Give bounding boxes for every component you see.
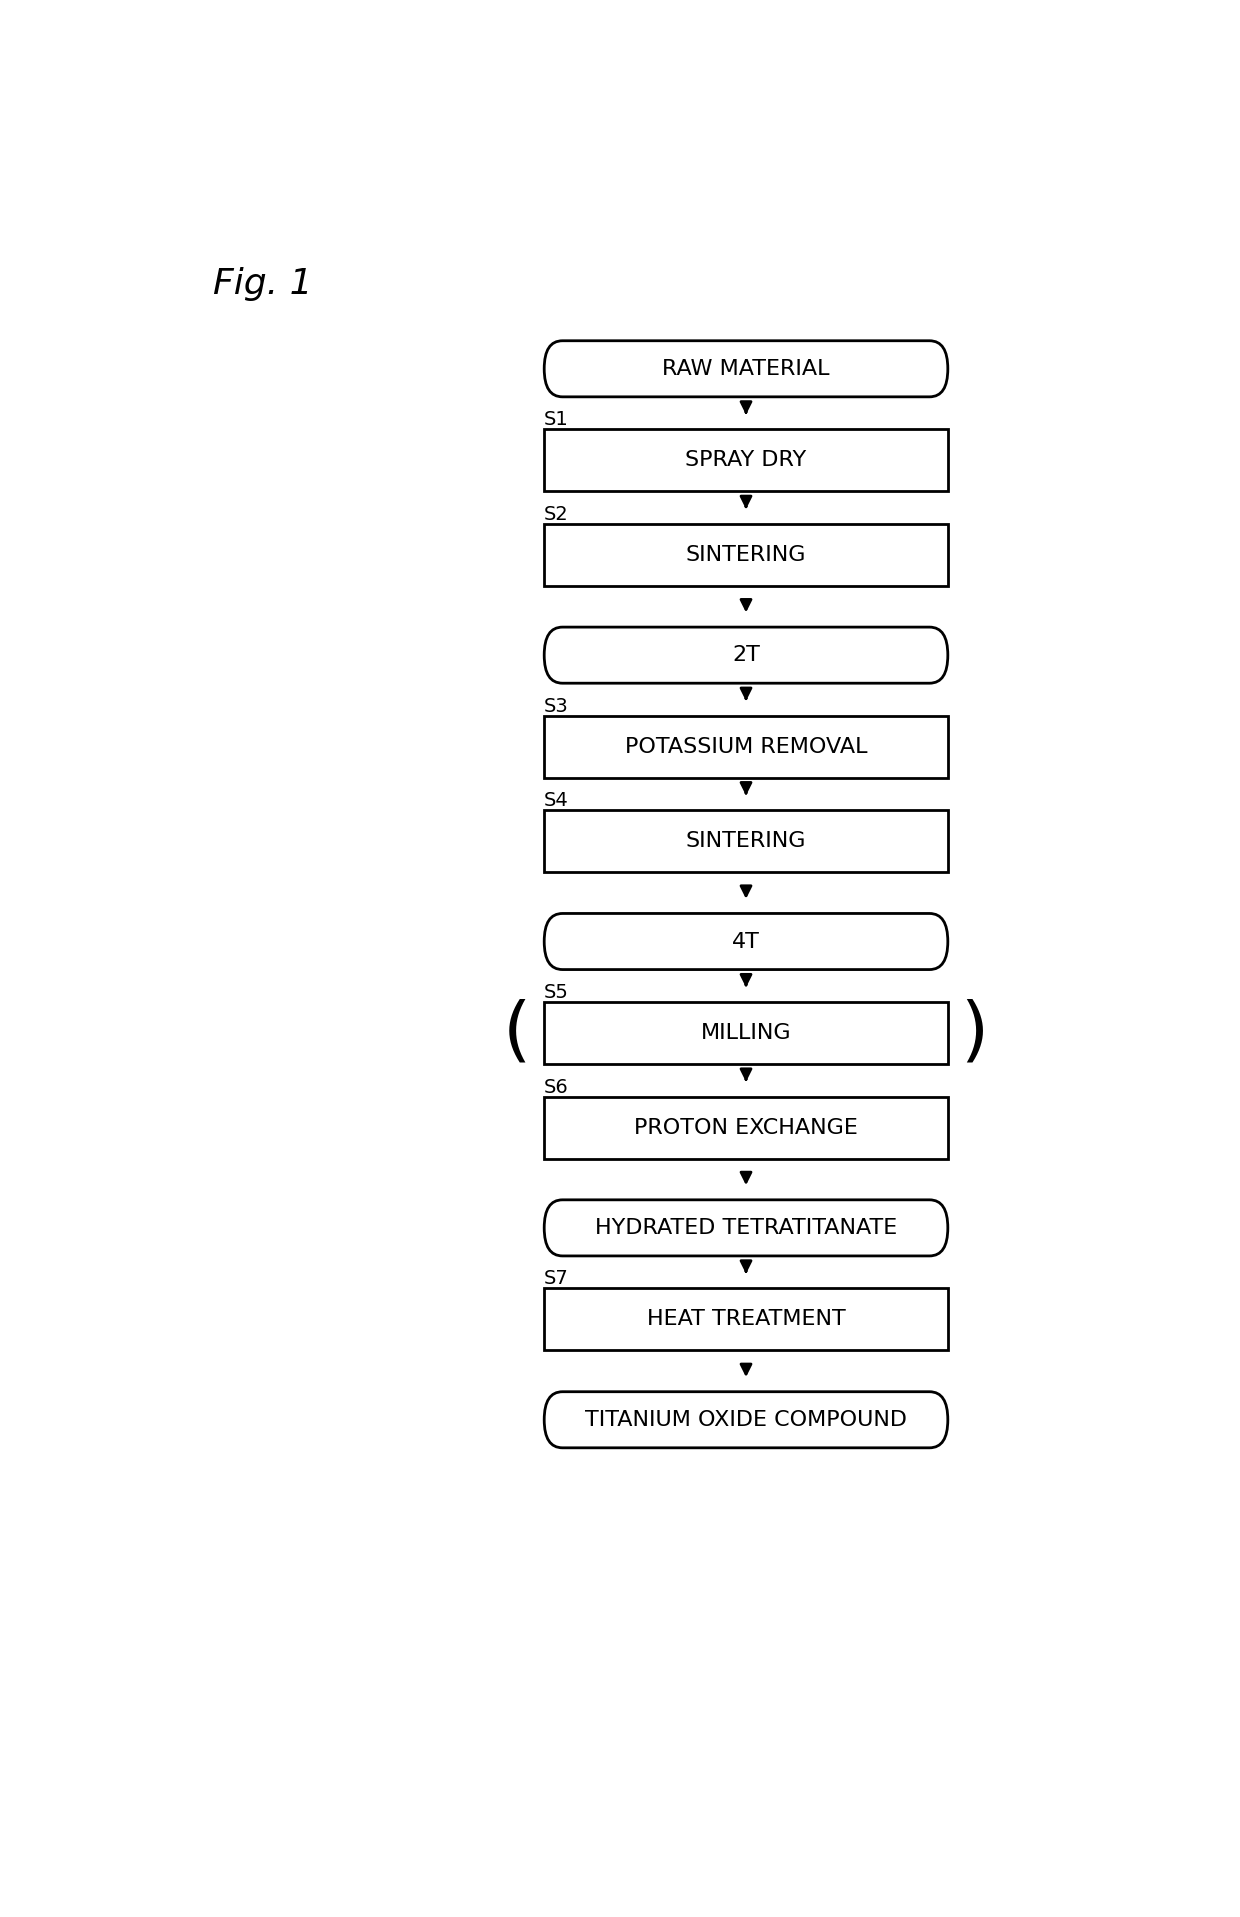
Bar bbox=[544, 715, 947, 778]
Text: SINTERING: SINTERING bbox=[686, 544, 806, 566]
FancyBboxPatch shape bbox=[544, 914, 947, 970]
FancyBboxPatch shape bbox=[544, 627, 947, 682]
Text: RAW MATERIAL: RAW MATERIAL bbox=[662, 358, 830, 380]
Bar bbox=[544, 1097, 947, 1158]
FancyBboxPatch shape bbox=[544, 1200, 947, 1256]
Text: S1: S1 bbox=[544, 410, 569, 429]
Text: S4: S4 bbox=[544, 792, 569, 811]
FancyBboxPatch shape bbox=[544, 341, 947, 397]
Text: 4T: 4T bbox=[732, 932, 760, 951]
Text: (: ( bbox=[503, 999, 532, 1068]
Text: HYDRATED TETRATITANATE: HYDRATED TETRATITANATE bbox=[595, 1217, 898, 1238]
Bar bbox=[544, 811, 947, 872]
Text: S3: S3 bbox=[544, 696, 569, 715]
Text: S2: S2 bbox=[544, 504, 569, 523]
Text: S7: S7 bbox=[544, 1269, 569, 1288]
Text: ): ) bbox=[961, 999, 988, 1068]
Text: S6: S6 bbox=[544, 1077, 569, 1097]
Text: SINTERING: SINTERING bbox=[686, 832, 806, 851]
Text: MILLING: MILLING bbox=[701, 1024, 791, 1043]
Bar bbox=[544, 523, 947, 587]
Text: HEAT TREATMENT: HEAT TREATMENT bbox=[646, 1309, 846, 1328]
Bar bbox=[544, 1003, 947, 1064]
Bar bbox=[544, 429, 947, 491]
Text: POTASSIUM REMOVAL: POTASSIUM REMOVAL bbox=[625, 736, 867, 757]
Text: Fig. 1: Fig. 1 bbox=[213, 266, 312, 301]
Text: SPRAY DRY: SPRAY DRY bbox=[686, 450, 807, 470]
Bar bbox=[544, 1288, 947, 1350]
Text: S5: S5 bbox=[544, 983, 569, 1003]
FancyBboxPatch shape bbox=[544, 1392, 947, 1447]
Text: PROTON EXCHANGE: PROTON EXCHANGE bbox=[634, 1118, 858, 1137]
Text: TITANIUM OXIDE COMPOUND: TITANIUM OXIDE COMPOUND bbox=[585, 1409, 906, 1430]
Text: 2T: 2T bbox=[732, 646, 760, 665]
